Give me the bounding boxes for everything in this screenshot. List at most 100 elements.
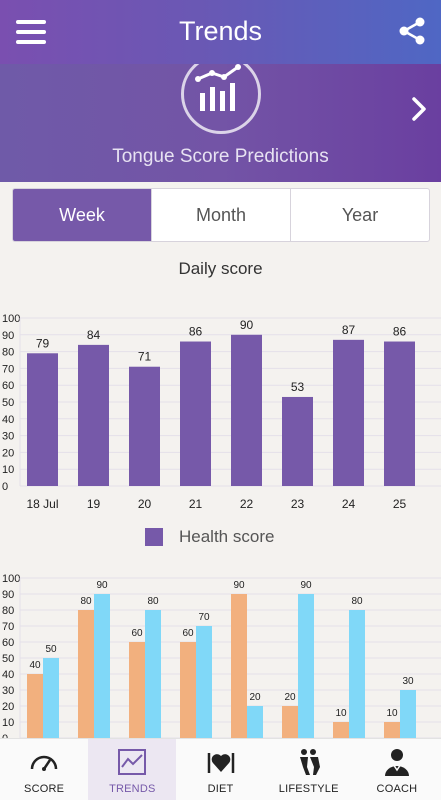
data-label: 10	[386, 708, 398, 719]
y-tick-label: 90	[2, 589, 14, 601]
data-label: 79	[36, 336, 50, 350]
nav-coach[interactable]: COACH	[353, 739, 441, 800]
chart-bar	[384, 722, 400, 738]
x-tick-label: 22	[240, 497, 254, 511]
y-tick-label: 50	[2, 397, 14, 409]
y-tick-label: 60	[2, 637, 14, 649]
nav-trends[interactable]: TRENDS	[88, 739, 177, 800]
data-label: 60	[131, 628, 143, 639]
data-label: 87	[342, 323, 356, 337]
data-label: 80	[80, 596, 92, 607]
nav-label-diet: DIET	[207, 783, 234, 795]
y-tick-label: 0	[2, 481, 8, 493]
x-tick-label: 18 Jul	[26, 497, 58, 511]
share-icon[interactable]	[397, 16, 427, 46]
x-tick-label: 21	[189, 497, 203, 511]
page-title: Trends	[178, 16, 263, 46]
chart-bar	[247, 706, 263, 738]
nav-label-lifestyle: LIFESTYLE	[278, 783, 339, 795]
data-label: 86	[189, 325, 203, 339]
y-tick-label: 70	[2, 621, 14, 633]
y-tick-label: 10	[2, 717, 14, 729]
y-tick-label: 30	[2, 431, 14, 443]
nav-score[interactable]: SCORE	[0, 739, 88, 800]
y-tick-label: 70	[2, 363, 14, 375]
nav-label-coach: COACH	[376, 783, 418, 795]
y-tick-label: 30	[2, 685, 14, 697]
chart-bar	[129, 642, 145, 738]
coach-person-icon	[384, 749, 409, 776]
x-tick-label: 25	[393, 497, 407, 511]
chart-bar	[231, 334, 262, 486]
daily-score-chart: 0 10 20 30 40 50 60 70 80 90 100 79 18 Jul 84 19 71 20 86…	[2, 313, 441, 511]
y-tick-label: 60	[2, 380, 14, 392]
nav-lifestyle[interactable]: LIFESTYLE	[265, 739, 353, 800]
data-label: 80	[147, 596, 159, 607]
chart-bar	[78, 344, 109, 486]
y-tick-label: 100	[2, 313, 20, 325]
data-label: 80	[351, 596, 363, 607]
data-label: 90	[300, 580, 312, 591]
x-tick-label: 23	[291, 497, 305, 511]
chart-bar	[78, 610, 94, 738]
chart-bar	[196, 626, 212, 738]
chart-title: Daily score	[178, 259, 263, 278]
data-label: 90	[240, 318, 254, 332]
gauge-icon	[30, 755, 58, 771]
chart-bar	[400, 690, 416, 738]
data-label: 53	[291, 380, 305, 394]
x-tick-label: 19	[87, 497, 101, 511]
chart-bar	[27, 353, 58, 486]
tab-week[interactable]: Week	[13, 189, 152, 241]
data-label: 90	[96, 580, 108, 591]
x-tick-label: 20	[138, 497, 152, 511]
chart-bar	[333, 722, 349, 738]
y-tick-label: 40	[2, 414, 14, 426]
legend-swatch	[145, 528, 163, 546]
bottom-navigation: SCORE TRENDS DIET LIFESTYLE COACH	[0, 738, 441, 800]
heart-cutlery-icon	[207, 753, 234, 773]
chart-bar	[298, 594, 314, 738]
data-label: 70	[198, 612, 210, 623]
data-label: 50	[45, 644, 57, 655]
y-tick-label: 20	[2, 701, 14, 713]
data-label: 30	[402, 676, 414, 687]
predictions-banner[interactable]: Tongue Score Predictions	[0, 64, 441, 182]
comparison-chart: 0102030405060708090100405080906080607090…	[2, 573, 441, 743]
data-label: 20	[284, 692, 296, 703]
lifestyle-figures-icon	[299, 749, 320, 775]
chart-bar	[349, 610, 365, 738]
y-tick-label: 100	[2, 573, 20, 585]
data-label: 60	[182, 628, 194, 639]
data-label: 86	[393, 325, 407, 339]
bar-chart-trend-icon	[181, 64, 261, 134]
chart-bar	[333, 339, 364, 486]
chart-legend: Health score	[145, 527, 274, 547]
tab-year[interactable]: Year	[341, 204, 379, 225]
app-bar: Trends	[0, 0, 441, 64]
tab-month[interactable]: Month	[152, 189, 291, 241]
y-tick-label: 80	[2, 605, 14, 617]
nav-diet[interactable]: DIET	[176, 739, 264, 800]
nav-label-score: SCORE	[24, 783, 65, 795]
chart-bar	[145, 610, 161, 738]
y-tick-label: 40	[2, 669, 14, 681]
period-selector: Week Month Year	[12, 188, 430, 242]
chart-bar	[231, 594, 247, 738]
data-label: 71	[138, 350, 152, 364]
chart-bar	[180, 341, 211, 486]
data-label: 90	[233, 580, 245, 591]
chevron-right-icon[interactable]	[409, 94, 429, 124]
x-tick-label: 24	[342, 497, 356, 511]
chart-bar	[180, 642, 196, 738]
chart-bar	[384, 341, 415, 486]
y-tick-label: 80	[2, 347, 14, 359]
data-label: 10	[335, 708, 347, 719]
hamburger-menu-icon[interactable]	[16, 20, 46, 44]
chart-bar	[129, 366, 160, 486]
y-tick-label: 50	[2, 653, 14, 665]
banner-label: Tongue Score Predictions	[112, 146, 329, 167]
data-label: 20	[249, 692, 261, 703]
y-tick-label: 90	[2, 330, 14, 342]
nav-label-trends: TRENDS	[109, 783, 156, 795]
